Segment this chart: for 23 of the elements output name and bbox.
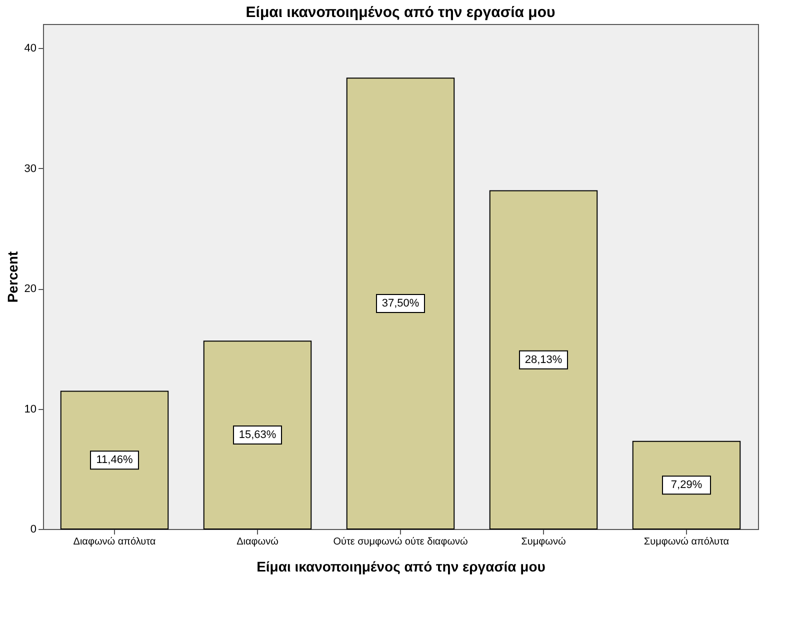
y-tick-label: 20 bbox=[24, 283, 36, 296]
bar bbox=[203, 340, 312, 530]
x-tick-label: Συμφωνώ απόλυτα bbox=[644, 536, 730, 548]
data-label: 37,50% bbox=[382, 298, 420, 310]
bar bbox=[346, 78, 455, 530]
y-tick-label: 0 bbox=[30, 524, 36, 536]
y-tick-label: 40 bbox=[24, 42, 36, 55]
chart-title: Είμαι ικανοποιημένος από την εργασία μου bbox=[246, 4, 556, 21]
bar bbox=[60, 390, 169, 530]
x-tick-label: Διαφωνώ απόλυτα bbox=[73, 536, 156, 548]
y-tick-label: 10 bbox=[24, 403, 36, 416]
data-label: 15,63% bbox=[238, 429, 276, 442]
data-label: 11,46% bbox=[96, 454, 133, 466]
x-tick-label: Συμφωνώ bbox=[521, 536, 566, 548]
data-label: 28,13% bbox=[524, 354, 562, 366]
bar bbox=[632, 440, 741, 530]
x-axis-title: Είμαι ικανοποιημένος από την εργασία μου bbox=[256, 558, 546, 574]
x-tick-label: Διαφωνώ bbox=[236, 536, 279, 548]
bar bbox=[489, 190, 598, 530]
y-axis-title: Percent bbox=[4, 250, 20, 303]
data-label: 7,29% bbox=[670, 479, 702, 492]
y-tick-label: 30 bbox=[24, 162, 36, 175]
x-tick-label: Ούτε συμφωνώ ούτε διαφωνώ bbox=[333, 536, 468, 548]
